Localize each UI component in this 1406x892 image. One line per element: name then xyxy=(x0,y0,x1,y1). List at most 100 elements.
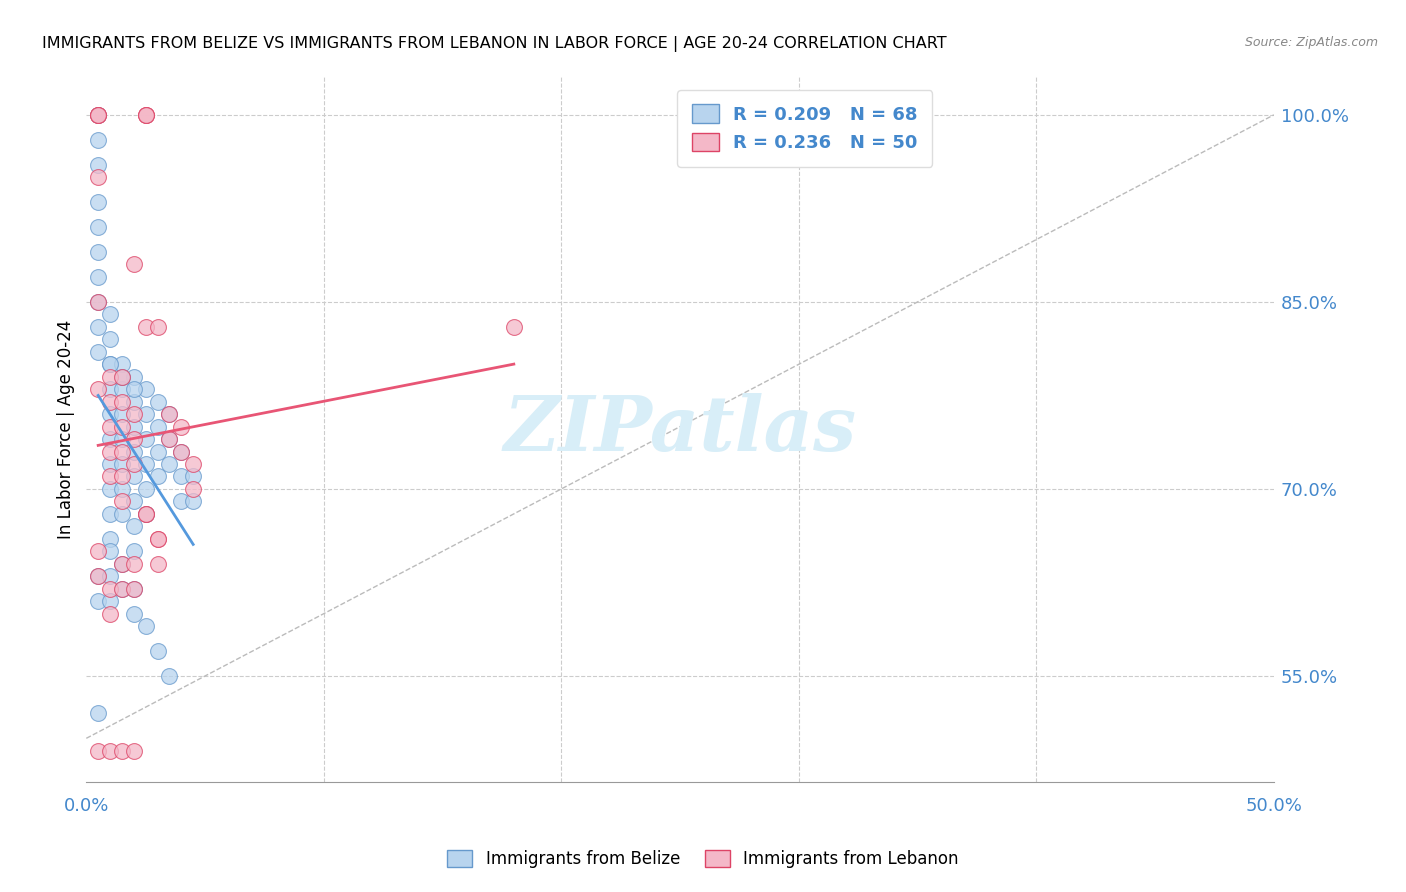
Text: 0.0%: 0.0% xyxy=(63,797,110,815)
Point xyxy=(111,444,134,458)
Point xyxy=(87,158,110,172)
Point xyxy=(111,507,134,521)
Point xyxy=(122,394,145,409)
Point xyxy=(157,669,180,683)
Point xyxy=(111,369,134,384)
Point xyxy=(98,332,121,346)
Point xyxy=(111,432,134,446)
Point xyxy=(98,357,121,371)
Point xyxy=(122,744,145,758)
Point xyxy=(157,432,180,446)
Point xyxy=(157,457,180,471)
Point xyxy=(98,432,121,446)
Point xyxy=(98,419,121,434)
Point xyxy=(181,494,204,508)
Point xyxy=(98,544,121,558)
Point xyxy=(122,582,145,596)
Point xyxy=(87,108,110,122)
Point xyxy=(502,319,524,334)
Point xyxy=(170,494,193,508)
Point xyxy=(87,569,110,583)
Point xyxy=(98,457,121,471)
Point xyxy=(135,108,157,122)
Point xyxy=(87,594,110,608)
Point xyxy=(146,469,169,483)
Point xyxy=(122,544,145,558)
Point xyxy=(122,494,145,508)
Point xyxy=(170,444,193,458)
Point xyxy=(122,369,145,384)
Legend: R = 0.209   N = 68, R = 0.236   N = 50: R = 0.209 N = 68, R = 0.236 N = 50 xyxy=(678,90,932,167)
Point xyxy=(157,407,180,421)
Point xyxy=(87,569,110,583)
Point xyxy=(111,744,134,758)
Point xyxy=(135,507,157,521)
Point xyxy=(181,457,204,471)
Point xyxy=(135,382,157,396)
Point xyxy=(98,469,121,483)
Point xyxy=(111,494,134,508)
Point xyxy=(181,482,204,496)
Text: 50.0%: 50.0% xyxy=(1246,797,1302,815)
Point xyxy=(135,507,157,521)
Point xyxy=(111,557,134,571)
Point xyxy=(111,457,134,471)
Y-axis label: In Labor Force | Age 20-24: In Labor Force | Age 20-24 xyxy=(58,320,75,540)
Point xyxy=(87,220,110,235)
Point xyxy=(111,419,134,434)
Point xyxy=(87,269,110,284)
Point xyxy=(111,369,134,384)
Point xyxy=(111,582,134,596)
Point xyxy=(135,619,157,633)
Point xyxy=(170,469,193,483)
Point xyxy=(170,419,193,434)
Point xyxy=(98,357,121,371)
Point xyxy=(98,744,121,758)
Point xyxy=(98,532,121,546)
Point xyxy=(98,382,121,396)
Point xyxy=(170,444,193,458)
Point xyxy=(122,258,145,272)
Point xyxy=(135,407,157,421)
Point xyxy=(87,294,110,309)
Point xyxy=(122,519,145,533)
Point xyxy=(87,195,110,210)
Point xyxy=(135,432,157,446)
Point xyxy=(135,108,157,122)
Point xyxy=(146,394,169,409)
Point xyxy=(87,344,110,359)
Point xyxy=(111,482,134,496)
Point xyxy=(111,407,134,421)
Point xyxy=(98,607,121,621)
Text: Source: ZipAtlas.com: Source: ZipAtlas.com xyxy=(1244,36,1378,49)
Point xyxy=(146,532,169,546)
Point xyxy=(87,294,110,309)
Point xyxy=(98,307,121,321)
Point xyxy=(87,108,110,122)
Text: IMMIGRANTS FROM BELIZE VS IMMIGRANTS FROM LEBANON IN LABOR FORCE | AGE 20-24 COR: IMMIGRANTS FROM BELIZE VS IMMIGRANTS FRO… xyxy=(42,36,946,52)
Point xyxy=(122,557,145,571)
Point xyxy=(111,357,134,371)
Point xyxy=(87,319,110,334)
Point xyxy=(122,407,145,421)
Point xyxy=(146,644,169,658)
Point xyxy=(87,108,110,122)
Point xyxy=(98,507,121,521)
Point xyxy=(122,607,145,621)
Point xyxy=(87,245,110,260)
Point xyxy=(87,706,110,721)
Point xyxy=(87,544,110,558)
Point xyxy=(111,394,134,409)
Point xyxy=(146,419,169,434)
Point xyxy=(157,407,180,421)
Point xyxy=(146,444,169,458)
Point xyxy=(111,582,134,596)
Point xyxy=(98,582,121,596)
Point xyxy=(135,457,157,471)
Point xyxy=(146,319,169,334)
Point xyxy=(98,594,121,608)
Text: ZIPatlas: ZIPatlas xyxy=(503,392,856,467)
Point xyxy=(98,482,121,496)
Point xyxy=(146,557,169,571)
Point xyxy=(87,744,110,758)
